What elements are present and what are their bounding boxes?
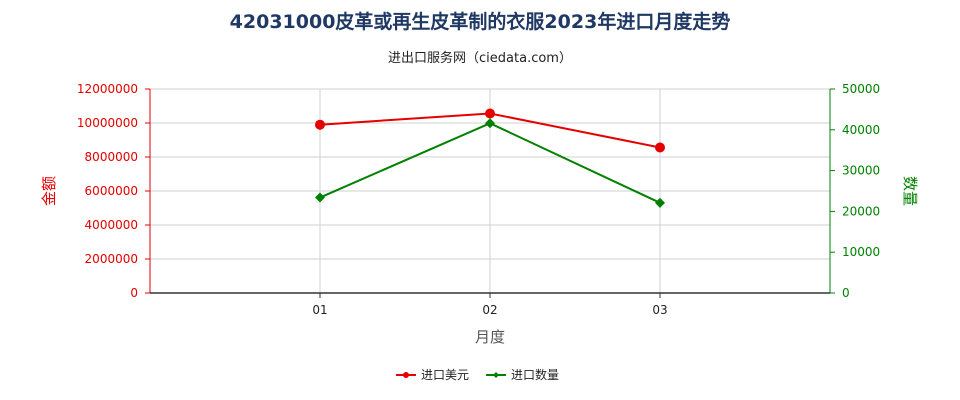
legend-swatch-marker: [493, 372, 499, 378]
data-point: [485, 108, 495, 119]
left-tick-label: 10000000: [77, 116, 138, 130]
chart-title: 42031000皮革或再生皮革制的衣服2023年进口月度走势: [230, 10, 731, 33]
data-point: [485, 118, 495, 129]
right-tick-label: 30000: [842, 164, 880, 178]
legend-label: 进口美元: [421, 368, 469, 382]
x-axis-ticks: 01 02 03: [312, 293, 668, 317]
right-axis-ticks: 0 10000 20000 30000 40000 50000: [830, 82, 880, 300]
right-tick-label: 0: [842, 286, 850, 300]
left-tick-label: 0: [130, 286, 138, 300]
left-axis-ticks: 0 2000000 4000000 6000000 8000000 10000000 120…: [77, 82, 150, 300]
left-tick-label: 2000000: [85, 252, 138, 266]
legend: 进口美元 进口数量: [396, 367, 559, 382]
right-tick-label: 50000: [842, 82, 880, 96]
left-tick-label: 12000000: [77, 82, 138, 96]
left-axis-title: 金额: [40, 176, 58, 206]
left-tick-label: 4000000: [85, 218, 138, 232]
x-tick-label: 01: [312, 303, 327, 317]
right-tick-label: 40000: [842, 123, 880, 137]
data-point: [315, 192, 325, 203]
data-point: [655, 142, 665, 153]
x-axis-title: 月度: [475, 328, 505, 346]
legend-swatch-marker: [403, 372, 409, 378]
right-tick-label: 20000: [842, 204, 880, 218]
data-point: [315, 119, 325, 130]
chart-subtitle: 进出口服务网（ciedata.com）: [388, 50, 572, 66]
left-tick-label: 8000000: [85, 150, 138, 164]
x-tick-label: 02: [482, 303, 497, 317]
legend-label: 进口数量: [511, 367, 559, 382]
data-point: [655, 197, 665, 208]
left-tick-label: 6000000: [85, 184, 138, 198]
right-tick-label: 10000: [842, 245, 880, 259]
x-tick-label: 03: [652, 303, 667, 317]
series-layer: [315, 108, 665, 208]
right-axis-title: 数量: [901, 176, 919, 206]
